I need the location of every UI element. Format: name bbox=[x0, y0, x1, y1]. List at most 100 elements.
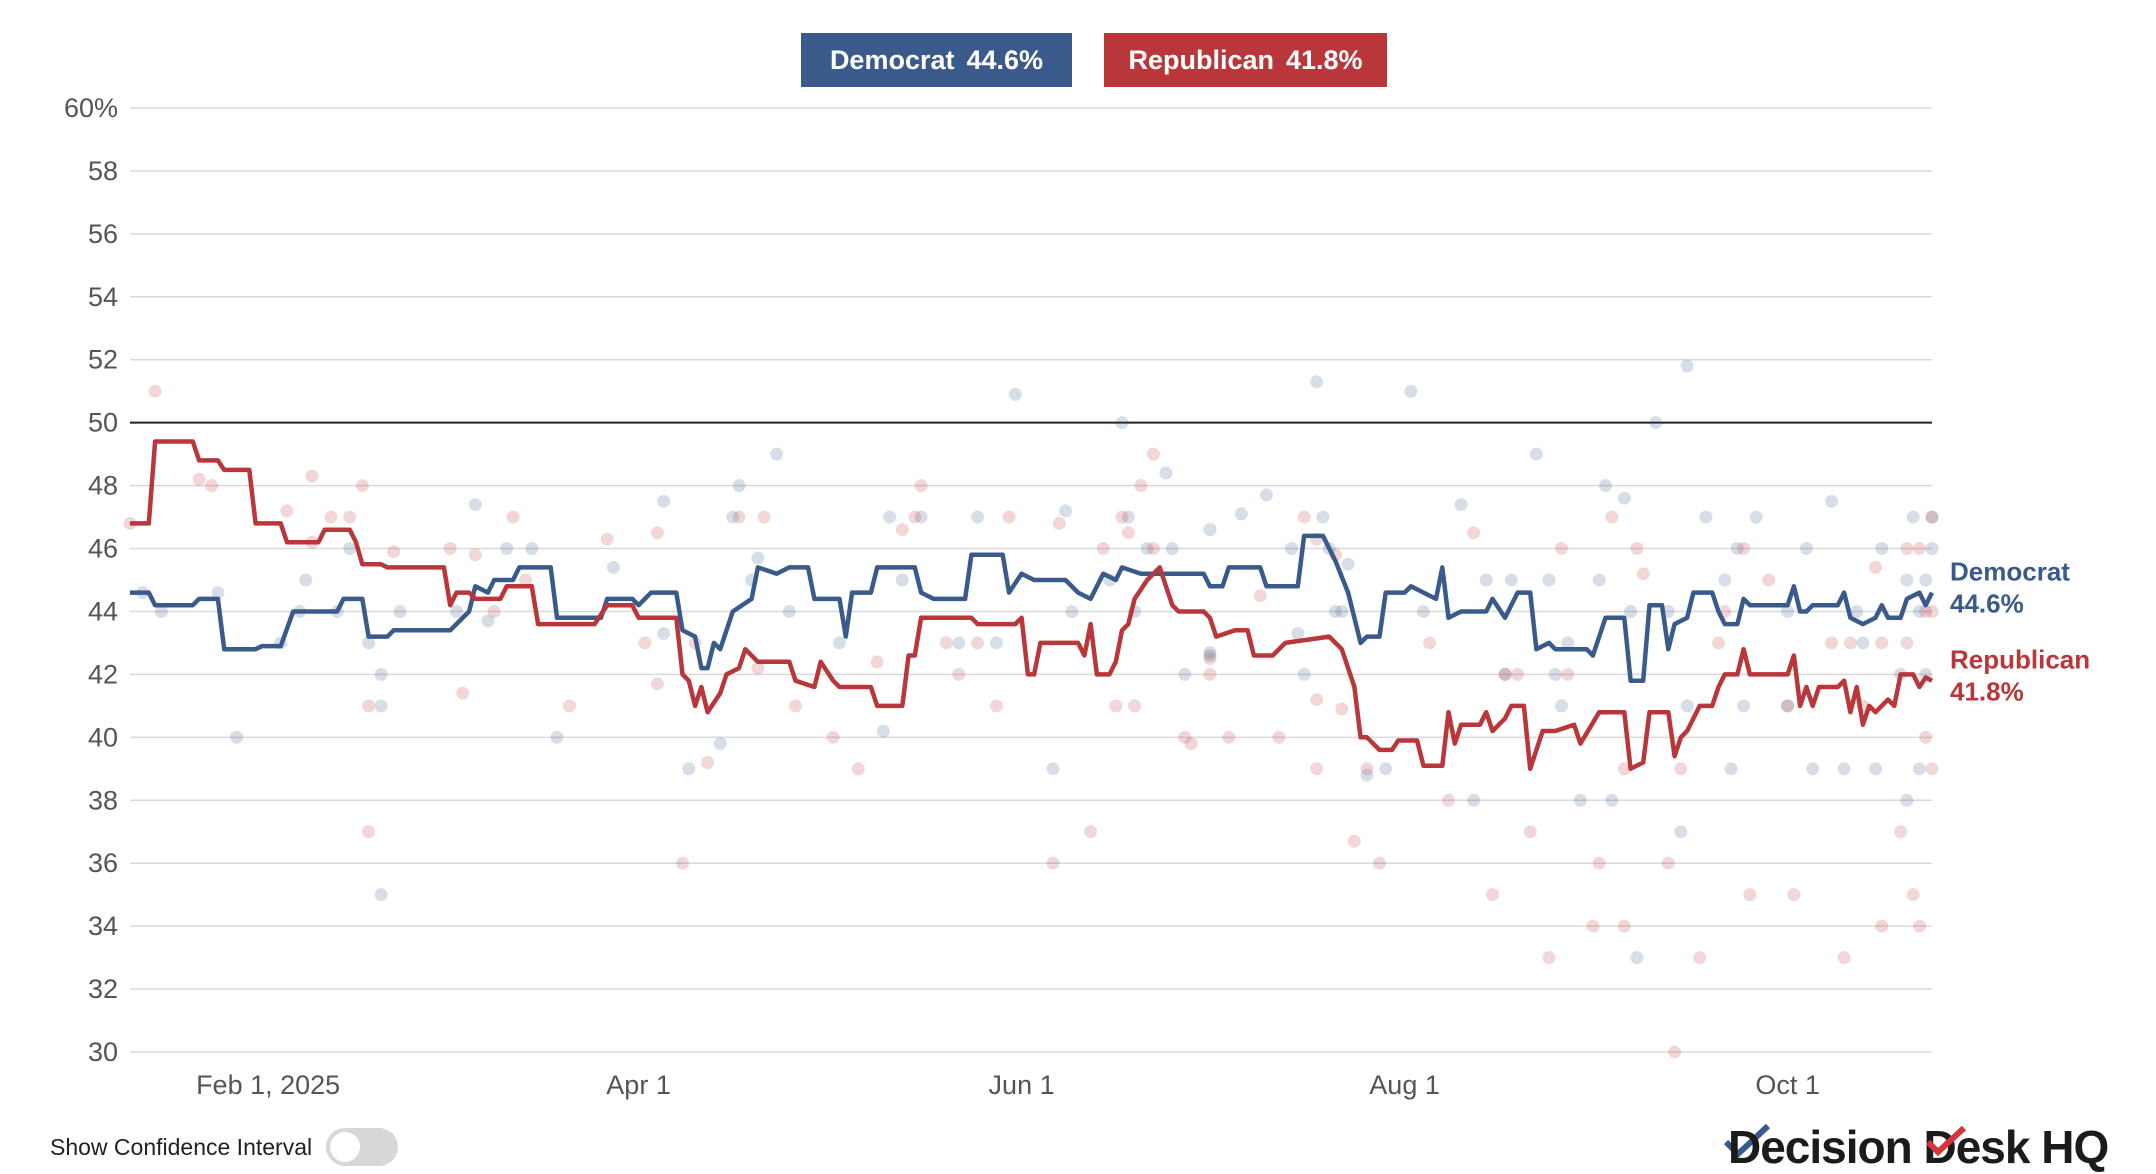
democrat-poll-dot-20 bbox=[606, 560, 620, 574]
republican-poll-dot-37 bbox=[939, 636, 953, 650]
republican-poll-dot-103 bbox=[1875, 636, 1889, 650]
democrat-poll-dot-115 bbox=[1925, 542, 1939, 556]
democrat-poll-dot-73 bbox=[1504, 573, 1518, 587]
democrat-poll-dot-29 bbox=[770, 447, 784, 461]
democrat-poll-dot-91 bbox=[1699, 510, 1713, 524]
republican-poll-dot-15 bbox=[468, 548, 482, 562]
confidence-interval-toggle[interactable] bbox=[326, 1128, 399, 1166]
republican-poll-dot-93 bbox=[1743, 888, 1757, 902]
democrat-poll-dot-25 bbox=[726, 510, 740, 524]
x-tick-label-2025-06-01: Jun 1 bbox=[989, 1070, 1055, 1100]
democrat-poll-dot-113 bbox=[1919, 573, 1933, 587]
republican-poll-dot-81 bbox=[1605, 510, 1619, 524]
democrat-poll-dot-95 bbox=[1737, 699, 1751, 713]
republican-poll-dot-3 bbox=[205, 479, 219, 493]
polling-average-chart: 30 32 34 36 38 40 42 44 46 48 50 52 54 56 58 60% Feb 1,… bbox=[64, 93, 2090, 1100]
democrat-poll-dot-32 bbox=[876, 724, 890, 738]
republican-poll-dot-83 bbox=[1617, 762, 1631, 776]
average-lines bbox=[130, 439, 1935, 772]
republican-poll-dot-66 bbox=[1347, 834, 1361, 848]
democrat-poll-dot-74 bbox=[1529, 447, 1543, 461]
democrat-poll-dot-16 bbox=[481, 614, 495, 628]
decision-desk-hq-logo: Decision Desk HQ bbox=[1728, 1121, 2109, 1173]
republican-poll-dot-39 bbox=[971, 636, 985, 650]
republican-poll-dot-35 bbox=[908, 510, 922, 524]
republican-poll-dot-102 bbox=[1875, 919, 1889, 933]
democrat-poll-dot-111 bbox=[1912, 762, 1926, 776]
republican-poll-dot-57 bbox=[1222, 730, 1236, 744]
democrat-poll-dot-59 bbox=[1310, 375, 1324, 389]
republican-poll-dot-89 bbox=[1693, 951, 1707, 965]
democrat-poll-dot-14 bbox=[449, 604, 463, 618]
republican-poll-dot-68 bbox=[1372, 856, 1386, 870]
democrat-poll-dot-98 bbox=[1781, 604, 1795, 618]
democrat-poll-dot-88 bbox=[1674, 825, 1688, 839]
legend-badge-democrat[interactable]: Democrat 44.6% bbox=[801, 33, 1072, 87]
democrat-poll-dot-24 bbox=[713, 737, 727, 751]
republican-poll-dot-76 bbox=[1542, 951, 1556, 965]
confidence-interval-label: Show Confidence Interval bbox=[50, 1133, 313, 1160]
republican-poll-dot-46 bbox=[1109, 699, 1123, 713]
republican-poll-dot-63 bbox=[1310, 762, 1324, 776]
democrat-poll-dot-63 bbox=[1335, 604, 1349, 618]
democrat-poll-dot-96 bbox=[1749, 510, 1763, 524]
democrat-poll-dot-62 bbox=[1329, 604, 1343, 618]
y-tick-label-34: 34 bbox=[88, 911, 118, 941]
republican-poll-dot-104 bbox=[1894, 825, 1908, 839]
republican-poll-dot-82 bbox=[1617, 919, 1631, 933]
democrat-poll-dot-77 bbox=[1555, 699, 1569, 713]
democrat-poll-dot-17 bbox=[500, 542, 514, 556]
republican-end-label: Republican 41.8% bbox=[1950, 645, 2090, 707]
x-tick-label-2025-10-01: Oct 1 bbox=[1755, 1070, 1820, 1100]
democrat-poll-dot-102 bbox=[1837, 762, 1851, 776]
republican-end-label-name: Republican bbox=[1950, 645, 2090, 675]
republican-poll-dot-13 bbox=[443, 542, 457, 556]
democrat-poll-dot-108 bbox=[1900, 793, 1914, 807]
toggle-knob bbox=[330, 1132, 361, 1162]
republican-poll-dot-31 bbox=[826, 730, 840, 744]
republican-poll-dot-65 bbox=[1335, 702, 1349, 716]
y-tick-label-48: 48 bbox=[88, 471, 118, 501]
democrat-poll-dot-18 bbox=[525, 542, 539, 556]
democrat-poll-dot-53 bbox=[1203, 649, 1217, 663]
democrat-poll-dot-38 bbox=[989, 636, 1003, 650]
democrat-poll-dot-79 bbox=[1573, 793, 1587, 807]
legend-badge-republican[interactable]: Republican 41.8% bbox=[1104, 33, 1387, 87]
republican-poll-dot-5 bbox=[305, 469, 319, 483]
y-tick-label-38: 38 bbox=[88, 785, 118, 815]
y-tick-label-60: 60% bbox=[64, 93, 118, 123]
republican-poll-dot-32 bbox=[851, 762, 865, 776]
republican-poll-dot-43 bbox=[1052, 516, 1066, 530]
democrat-poll-dot-93 bbox=[1724, 762, 1738, 776]
confidence-interval-control: Show Confidence Interval bbox=[50, 1128, 399, 1166]
republican-poll-dot-8 bbox=[343, 510, 357, 524]
republican-poll-dot-49 bbox=[1128, 699, 1142, 713]
democrat-poll-dot-110 bbox=[1906, 510, 1920, 524]
republican-poll-dot-101 bbox=[1868, 560, 1882, 574]
democrat-poll-dot-51 bbox=[1203, 523, 1217, 537]
democrat-poll-dot-83 bbox=[1617, 491, 1631, 505]
legend-democrat-value: 44.6% bbox=[966, 44, 1044, 75]
y-tick-label-32: 32 bbox=[88, 974, 118, 1004]
logo-check-icon bbox=[1723, 1123, 1771, 1159]
republican-poll-dot-105 bbox=[1900, 542, 1914, 556]
democrat-poll-dot-92 bbox=[1718, 573, 1732, 587]
republican-poll-dot-71 bbox=[1467, 526, 1481, 540]
republican-poll-dot-77 bbox=[1555, 542, 1569, 556]
democrat-poll-dot-54 bbox=[1234, 507, 1248, 521]
democrat-poll-dot-71 bbox=[1479, 573, 1493, 587]
republican-poll-dot-45 bbox=[1096, 542, 1110, 556]
democrat-poll-dot-89 bbox=[1680, 359, 1694, 373]
republican-poll-dot-95 bbox=[1781, 699, 1795, 713]
democrat-poll-dot-21 bbox=[657, 494, 671, 508]
democrat-poll-dot-82 bbox=[1605, 793, 1619, 807]
republican-poll-dot-51 bbox=[1146, 447, 1160, 461]
y-tick-label-50: 50 bbox=[88, 408, 118, 438]
republican-poll-dot-48 bbox=[1121, 526, 1135, 540]
y-tick-label-44: 44 bbox=[88, 596, 118, 626]
republican-average-line bbox=[130, 439, 1934, 772]
republican-poll-dot-10 bbox=[362, 825, 376, 839]
republican-poll-dot-75 bbox=[1523, 825, 1537, 839]
democrat-poll-dot-76 bbox=[1548, 667, 1562, 681]
republican-poll-dot-54 bbox=[1184, 737, 1198, 751]
